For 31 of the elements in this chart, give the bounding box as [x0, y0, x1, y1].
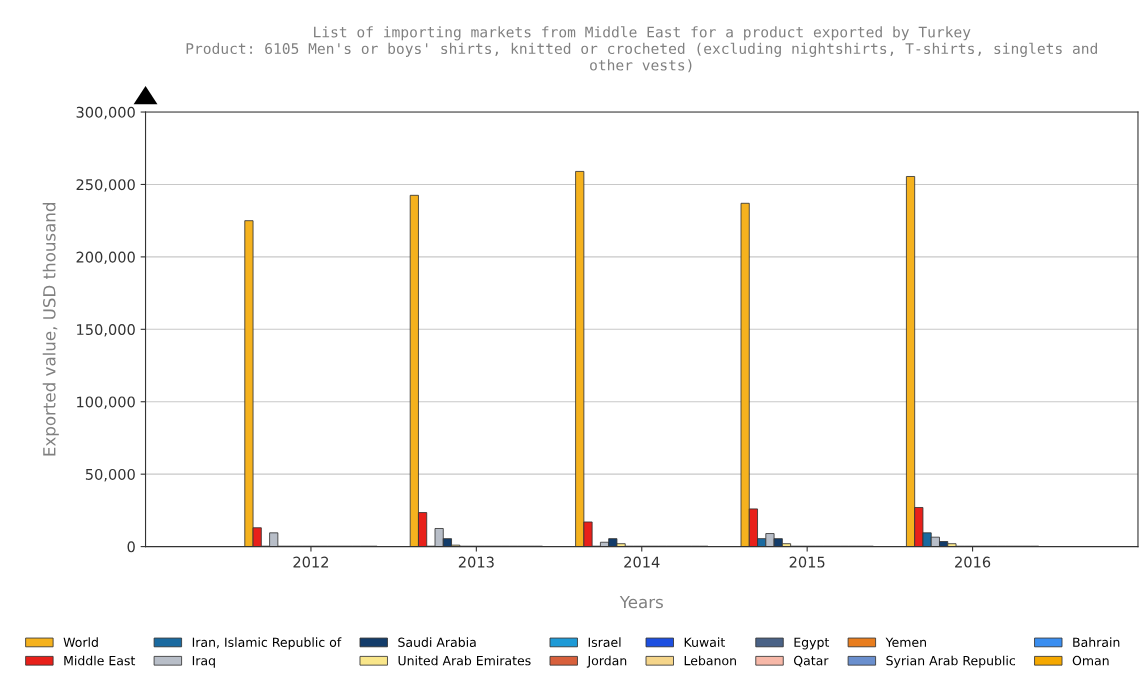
y-axis-title: Exported value, USD thousand	[42, 203, 59, 456]
legend-label: Kuwait	[684, 637, 725, 647]
y-tick-label: 150,000	[77, 324, 135, 337]
legend-label: Bahrain	[1073, 637, 1120, 647]
legend-label: Qatar	[793, 655, 829, 667]
x-tick-label: 2015	[789, 556, 825, 568]
legend-label: Syrian Arab Republic	[886, 655, 1015, 668]
legend-label: Yemen	[885, 637, 926, 647]
legend-label: Iraq	[192, 656, 215, 668]
legend-label: Iran, Islamic Republic of	[192, 637, 342, 650]
legend-label: Middle East	[64, 655, 136, 666]
legend-label: Lebanon	[684, 655, 736, 666]
y-tick-label: 50,000	[85, 468, 135, 482]
x-tick-label: 2014	[624, 556, 660, 568]
legend-label: Saudi Arabia	[398, 637, 476, 647]
legend-label: Oman	[1072, 655, 1109, 666]
legend-label: Israel	[588, 637, 621, 647]
legend-label: United Arab Emirates	[398, 655, 531, 666]
legend-label: World	[63, 637, 98, 647]
y-tick-label: 100,000	[77, 396, 135, 409]
x-tick-label: 2016	[955, 556, 991, 568]
legend-label: Jordan	[586, 655, 627, 668]
chart-title: List of importing markets from Middle East for a product exported by Turkey Product: 6105 Men's or boys' shirts, knitted or crocheted (excluding nightshirts, T-shirts, singlets and other vests)	[186, 26, 1097, 73]
x-axis-title: Years	[619, 595, 663, 609]
y-tick-label: 300,000	[76, 106, 135, 120]
x-tick-label: 2013	[458, 556, 494, 568]
y-tick-label: 200,000	[76, 251, 135, 265]
y-tick-label: 0	[127, 541, 135, 553]
x-tick-label: 2012	[293, 556, 329, 568]
y-tick-label: 250,000	[76, 179, 135, 192]
legend-label: Egypt	[794, 637, 830, 650]
